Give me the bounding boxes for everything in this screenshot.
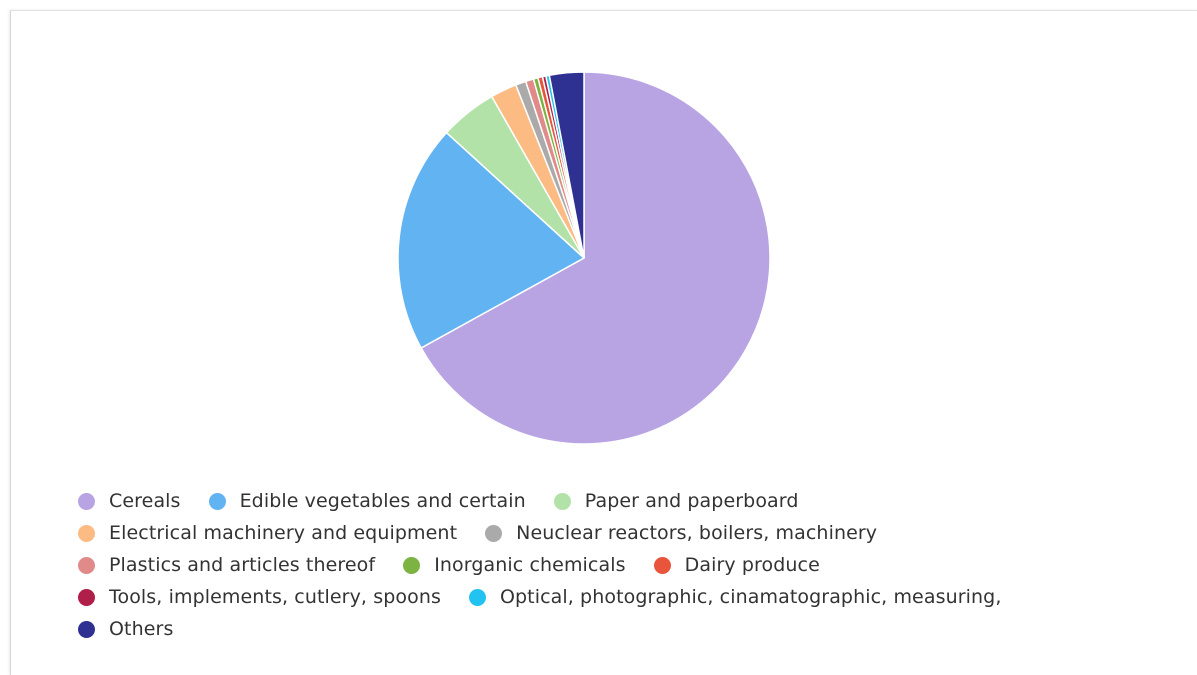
legend-item[interactable]: Dairy produce [653,554,820,576]
legend-swatch [78,588,95,606]
legend-item[interactable]: Plastics and articles thereof [78,554,375,576]
legend-swatch [653,556,671,574]
legend-item[interactable]: Inorganic chemicals [403,554,625,576]
legend-row: Plastics and articles thereof Inorganic c… [78,549,1178,581]
legend-label: Others [109,618,174,640]
legend-row: Others [78,613,1178,645]
legend-label: Dairy produce [684,554,820,576]
legend-row: Cereals Edible vegetables and certain Pape… [78,485,1178,517]
legend-label: Inorganic chemicals [434,554,626,576]
legend-swatch [553,492,571,510]
legend-swatch [78,492,95,510]
legend-label: Plastics and articles thereof [109,554,376,576]
legend-label: Optical, photographic, cinamatographic, … [499,586,1002,608]
pie-slice-edible-vegetables-and-certain[interactable] [397,131,586,349]
legend-swatch [78,524,95,542]
legend-item[interactable]: Edible vegetables and certain [208,490,526,512]
legend-label: Electrical machinery and equipment [109,522,458,544]
legend-label: Paper and paperboard [584,490,799,512]
legend-swatch [78,620,95,638]
pie-slice-cereals[interactable] [420,71,771,445]
legend-item[interactable]: Neuclear reactors, boilers, machinery [485,522,877,544]
legend-swatch [78,556,95,574]
legend-item[interactable]: Cereals [78,490,181,512]
legend-label: Edible vegetables and certain [239,490,526,512]
pie-slice-others[interactable] [548,71,585,259]
legend-item[interactable]: Optical, photographic, cinamatographic, … [468,586,1002,608]
legend-row: Electrical machinery and equipment Neucle… [78,517,1178,549]
legend-item[interactable]: Electrical machinery and equipment [78,522,457,544]
legend-swatch [403,556,421,574]
legend-label: Tools, implements, cutlery, spoons [109,586,441,608]
legend-label: Neuclear reactors, boilers, machinery [516,522,878,544]
legend-swatch [208,492,226,510]
legend-swatch [468,588,486,606]
chart-legend: Cereals Edible vegetables and certain Pape… [78,485,1178,645]
legend-item[interactable]: Tools, implements, cutlery, spoons [78,586,441,608]
legend-row: Tools, implements, cutlery, spoons Optica… [78,581,1178,613]
legend-item[interactable]: Others [78,618,173,640]
legend-label: Cereals [109,490,181,512]
legend-swatch [485,524,503,542]
legend-item[interactable]: Paper and paperboard [553,490,799,512]
